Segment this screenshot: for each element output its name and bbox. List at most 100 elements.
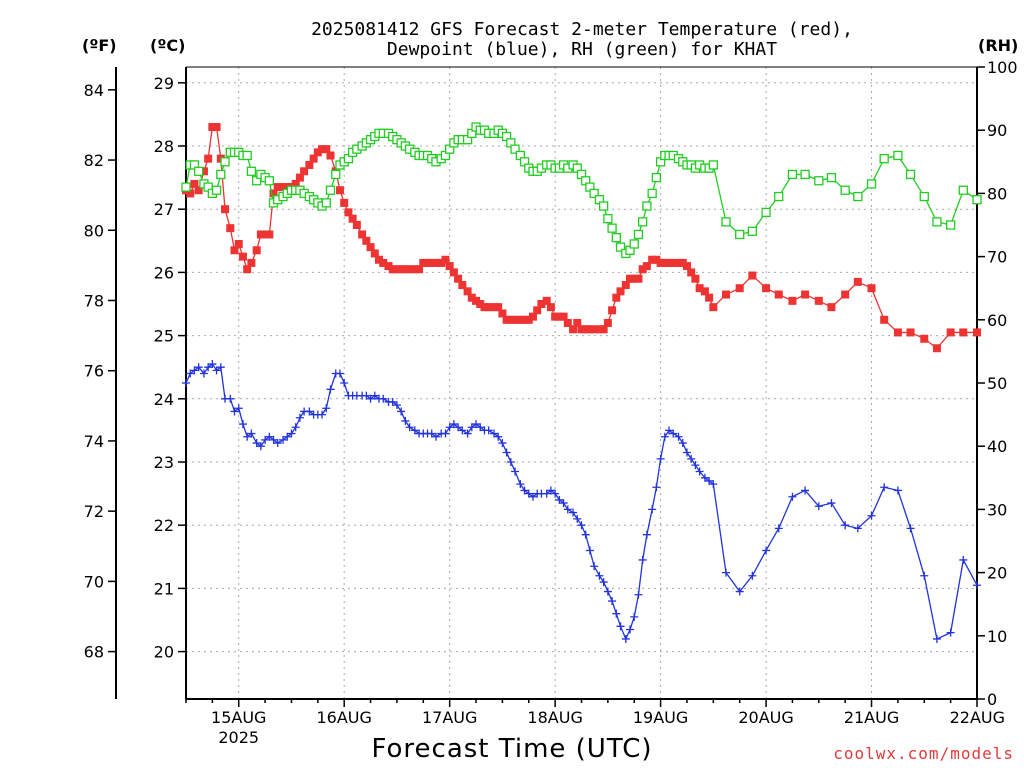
temperature-point [295,173,304,182]
temperature-point [774,290,783,299]
temperature-point [880,315,889,324]
time-tick-label: 17AUG [422,708,477,727]
temperature-point [388,265,397,274]
temperature-point [502,315,511,324]
rh-tick-label: 50 [987,374,1007,393]
temperature-point [542,296,551,305]
temperature-point [427,258,436,267]
dewpoint-point [230,407,239,416]
celsius-tick-label: 29 [154,74,174,93]
dewpoint-point [506,458,515,466]
chart-title-line1: 2025081412 GFS Forecast 2-meter Temperat… [311,19,853,40]
dewpoint-point [827,499,836,508]
dewpoint-point [472,420,481,429]
dewpoint-point [973,581,981,590]
temperature-point [537,300,546,308]
relative-humidity-point [510,144,520,154]
temperature-point [638,265,647,274]
dewpoint-point [397,407,406,416]
temperature-point [370,249,379,258]
temperature-point [906,328,915,337]
rh-tick-label: 90 [987,121,1007,140]
temperature-point [423,258,432,267]
dewpoint-point [269,435,278,444]
temperature-point [437,258,446,267]
temperature-point [603,318,612,327]
temperature-point [660,258,669,267]
dewpoint-point [551,489,560,498]
celsius-tick-label: 20 [154,643,174,662]
temperature-point [559,312,568,321]
relative-humidity-point [325,185,336,195]
dewpoint-point [880,483,889,492]
dewpoint-point [590,562,599,571]
relative-humidity-point [246,166,257,176]
rh-axis-unit: (RH) [978,36,1019,55]
temperature-point [226,224,235,233]
dewpoint-line [185,363,978,641]
dewpoint-point [484,426,493,435]
dewpoint-point [893,486,902,495]
relative-humidity-point [932,217,942,227]
dewpoint-point [546,486,555,495]
dewpoint-point [199,369,208,378]
dewpoint-point [502,448,511,457]
temperature-point [762,284,771,293]
dewpoint-point [476,423,485,432]
temperature-point [230,246,239,255]
dewpoint-point [569,508,578,517]
relative-humidity-point [866,179,877,189]
dewpoint-point [243,432,252,441]
dewpoint-point [335,369,344,378]
dewpoint-point [234,404,243,413]
dewpoint-point [573,514,582,523]
temperature-point [853,277,862,286]
temperature-point [630,274,639,283]
dewpoint-point [216,363,225,372]
dewpoint-point [401,416,410,425]
dewpoint-point [695,467,704,476]
temperature-point [238,252,247,261]
temperature-point [375,255,384,264]
axes [108,66,985,707]
dewpoint-point [454,423,463,432]
relative-humidity-point [747,226,758,236]
temperature-point [669,258,678,267]
temperature-point [362,236,371,245]
fahrenheit-tick-label: 78 [84,291,104,310]
temperature-point [616,287,625,296]
time-tick-label: 19AUG [633,708,688,727]
temperature-point [648,255,657,264]
temperature-point [463,287,472,296]
relative-humidity-point [972,195,982,205]
celsius-axis-unit: (ºC) [150,36,186,55]
temperature-point [932,344,941,353]
dewpoint-point [449,420,458,429]
temperature-point [678,258,687,267]
temperature-point [841,290,850,299]
dewpoint-point [932,634,941,643]
temperature-point [528,312,537,321]
temperature-point [335,186,344,195]
dewpoint-point [621,634,630,643]
relative-humidity-point [761,207,771,218]
dewpoint-point [682,448,691,457]
celsius-tick-label: 21 [154,579,174,598]
relative-humidity-point [216,169,226,180]
temperature-point [279,183,288,192]
dewpoint-point [559,499,568,508]
dewpoint-point [182,379,190,387]
temperature-point [893,328,902,337]
dewpoint-point [959,555,968,564]
rh-tick-label: 100 [987,58,1018,77]
relative-humidity-point [647,188,657,199]
relative-humidity-point [853,191,863,202]
dewpoint-point [665,426,674,435]
relative-humidity-point [331,169,341,180]
time-tick-label: 20AUG [738,708,793,727]
relative-humidity-point [735,229,745,240]
temperature-point [867,284,876,293]
temperature-point [340,198,349,207]
dewpoint-point [638,555,647,564]
